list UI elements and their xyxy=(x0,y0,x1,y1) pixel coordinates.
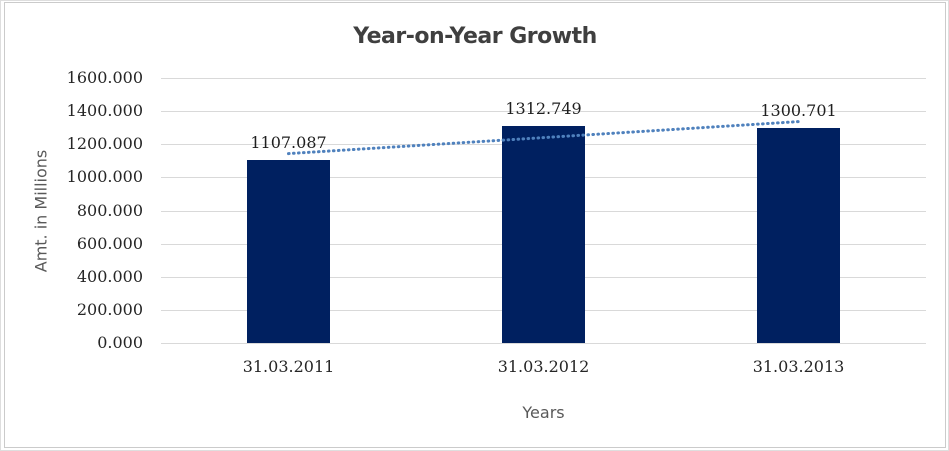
y-tick-label: 400.000 xyxy=(76,266,143,286)
y-tick-label: 1200.000 xyxy=(66,134,143,154)
chart-title: Year-on-Year Growth xyxy=(353,24,597,49)
data-label: 1107.087 xyxy=(250,132,327,152)
y-tick-label: 1000.000 xyxy=(66,167,143,187)
bar xyxy=(247,159,330,343)
gridline xyxy=(161,78,926,79)
y-tick-label: 200.000 xyxy=(76,299,143,319)
y-tick-label: 1400.000 xyxy=(66,101,143,121)
x-category-label: 31.03.2011 xyxy=(242,357,335,376)
bar xyxy=(502,125,585,343)
chart-frame: Year-on-Year Growth Amt. in Millions 0.0… xyxy=(4,2,946,448)
x-category-label: 31.03.2012 xyxy=(497,357,590,376)
bar xyxy=(757,127,840,343)
y-tick-label: 800.000 xyxy=(76,200,143,220)
x-axis-title: Years xyxy=(522,403,565,422)
y-tick-label: 1600.000 xyxy=(66,68,143,87)
x-category-label: 31.03.2013 xyxy=(752,357,845,376)
y-tick-label: 0.000 xyxy=(97,333,143,352)
data-label: 1312.749 xyxy=(505,98,582,118)
data-label: 1300.701 xyxy=(760,100,837,120)
gridline xyxy=(161,111,926,113)
gridline xyxy=(161,343,926,344)
y-tick-label: 600.000 xyxy=(76,233,143,253)
